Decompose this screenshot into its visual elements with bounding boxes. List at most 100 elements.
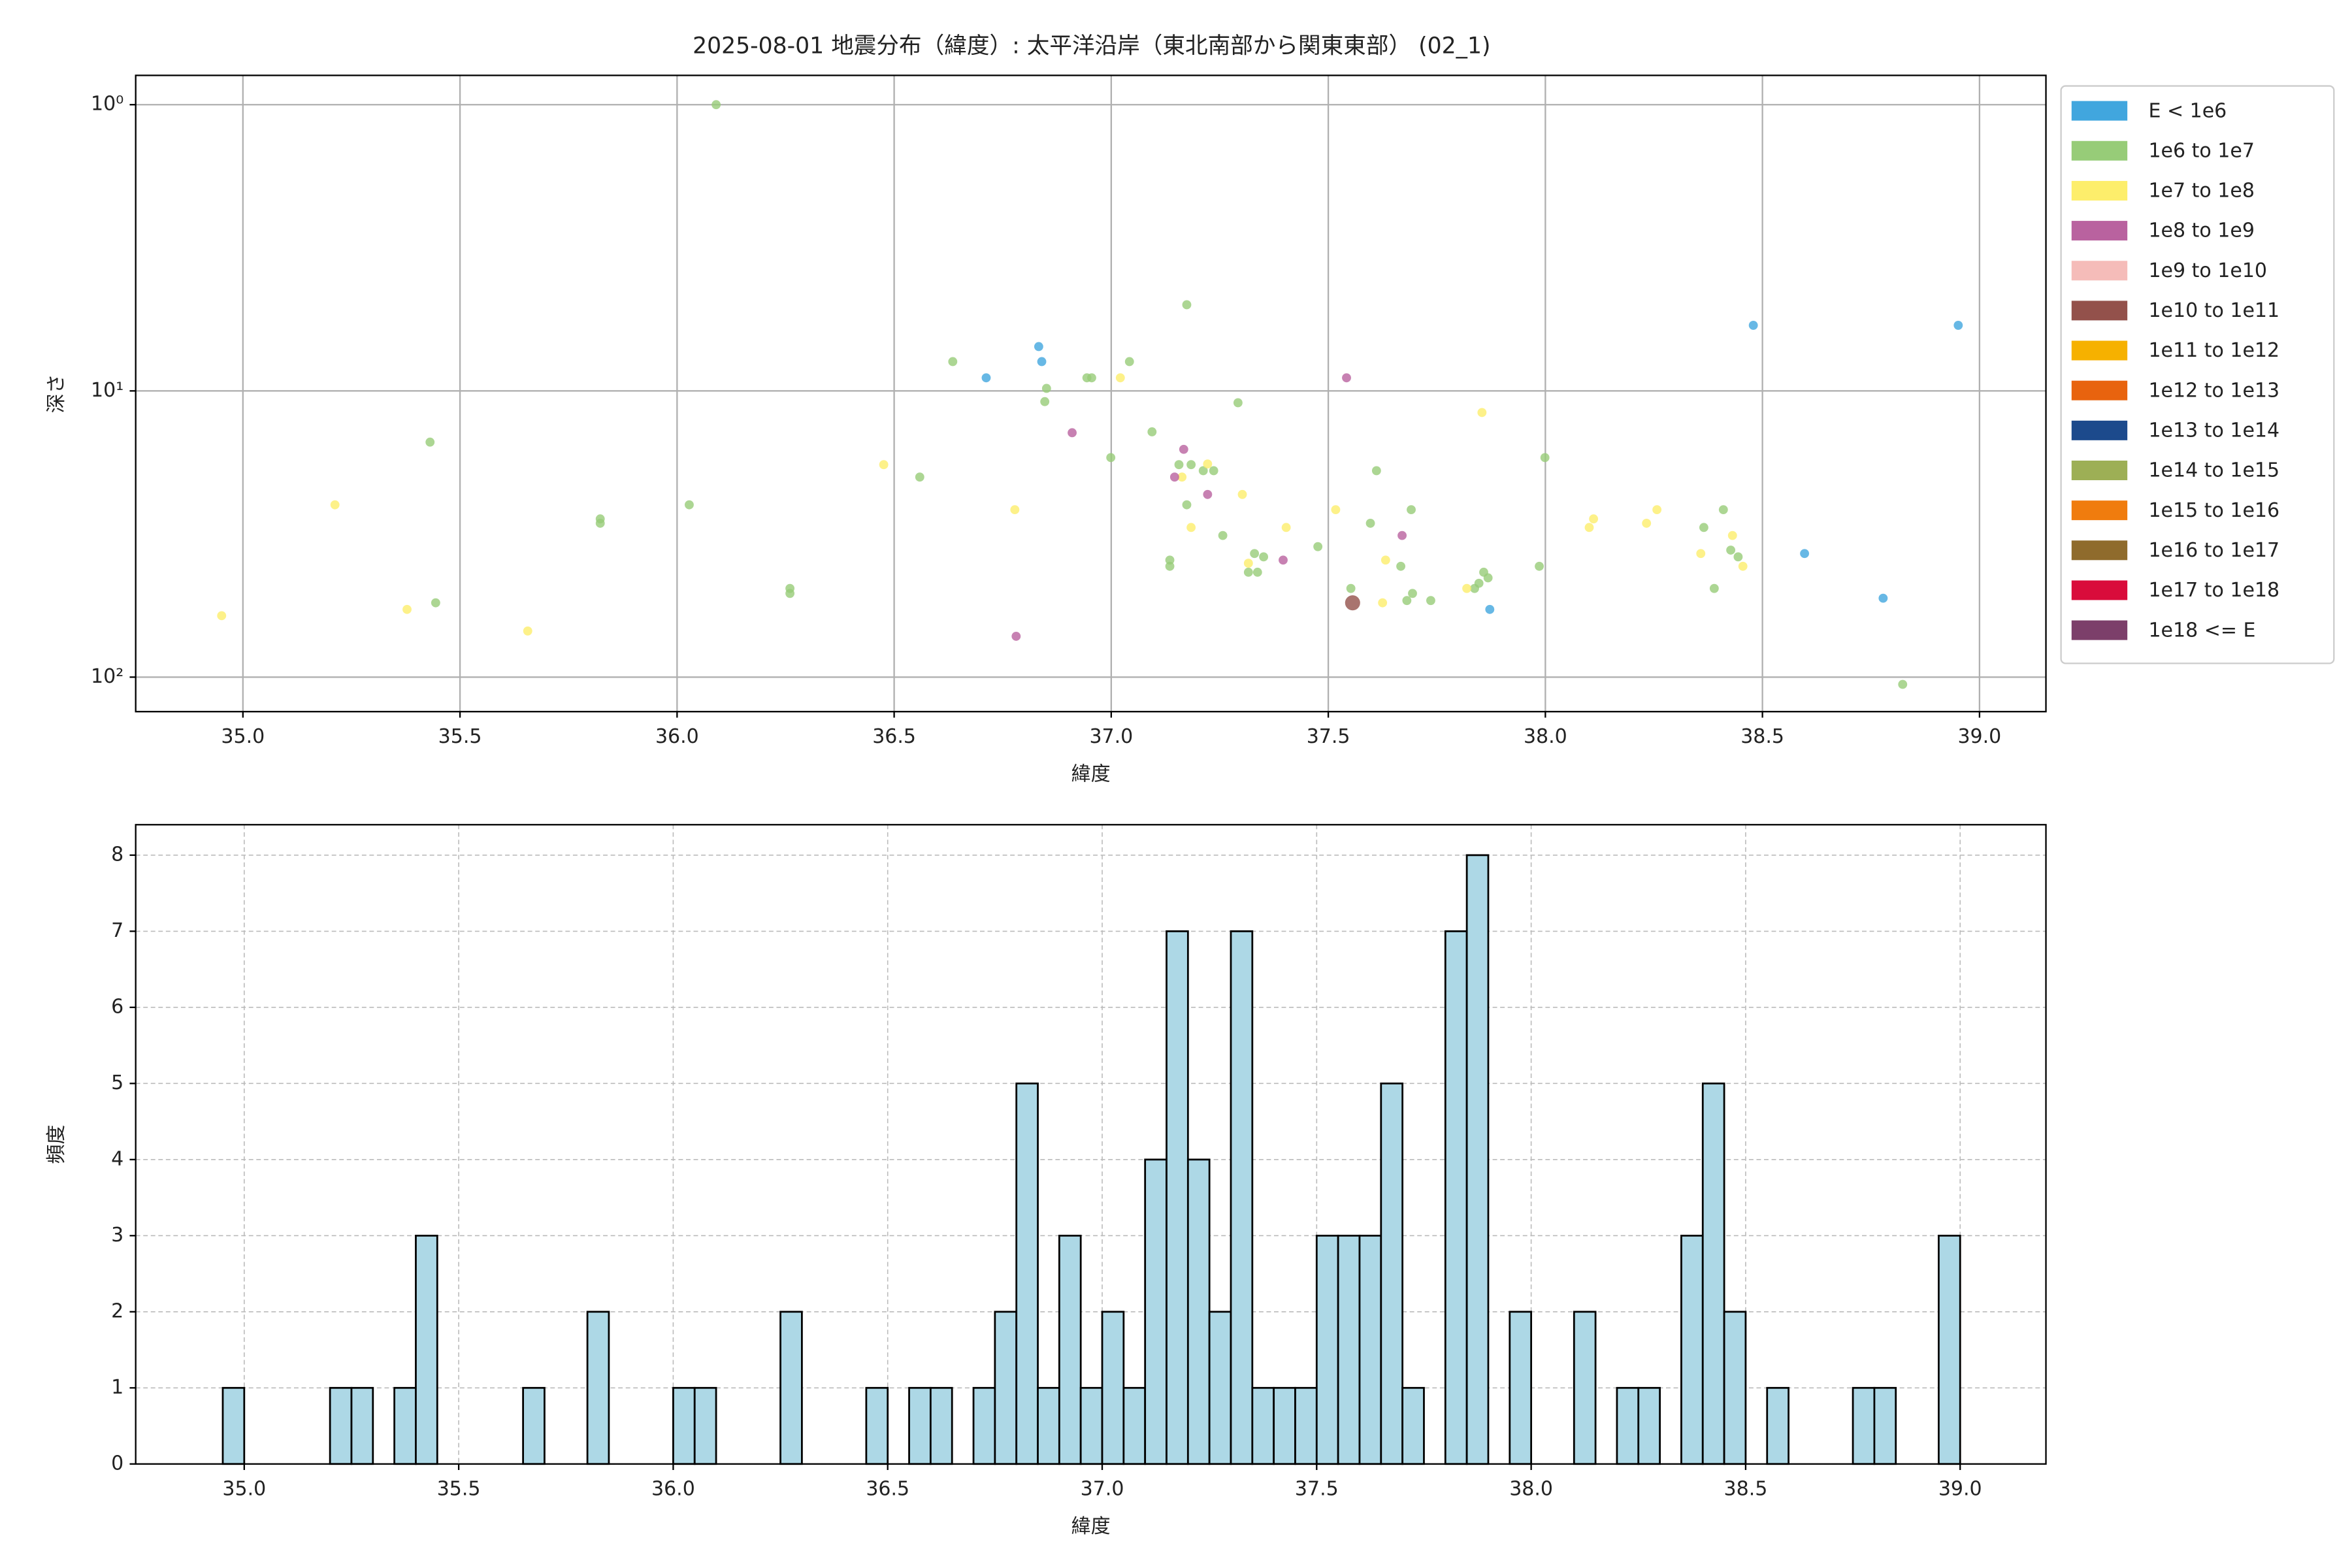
legend-label: 1e16 to 1e17 [2148, 539, 2279, 562]
bar [1873, 1386, 1897, 1465]
data-point [402, 604, 412, 614]
x-tick-label: 36.5 [872, 725, 916, 748]
y-axis-label: 深さ [45, 374, 68, 413]
bar [1337, 1234, 1361, 1465]
data-point [1279, 555, 1288, 565]
data-point [1252, 567, 1262, 577]
legend-swatch [2071, 180, 2128, 201]
bar [1208, 1311, 1232, 1465]
bar [1315, 1234, 1339, 1465]
data-point [1485, 604, 1495, 614]
x-tick-label: 37.0 [1081, 1478, 1124, 1501]
legend-label: 1e11 to 1e12 [2148, 339, 2279, 362]
data-point [595, 518, 605, 528]
data-point [1470, 583, 1479, 593]
data-point [1589, 514, 1599, 524]
data-point [948, 357, 958, 367]
x-tick-label: 38.5 [1740, 725, 1784, 748]
data-point [1037, 357, 1047, 367]
legend-swatch [2071, 140, 2128, 161]
data-point [431, 598, 440, 608]
data-point [1426, 596, 1435, 606]
data-point [1652, 505, 1662, 515]
x-tick-label: 39.0 [1957, 725, 2001, 748]
legend-label: 1e6 to 1e7 [2148, 139, 2254, 162]
data-point [711, 100, 721, 110]
data-point [1087, 373, 1096, 383]
x-axis-label: 緯度 [1071, 1515, 1111, 1538]
data-point [1174, 460, 1184, 470]
x-tick-label: 38.5 [1724, 1478, 1768, 1501]
bar [929, 1386, 953, 1465]
data-point [1748, 321, 1758, 330]
bar [329, 1386, 353, 1465]
legend-swatch [2071, 620, 2128, 640]
y-tick-label: 4 [111, 1147, 123, 1170]
legend-swatch [2071, 101, 2128, 121]
bar [693, 1386, 717, 1465]
data-point [1483, 573, 1493, 583]
chart-title: 2025-08-01 地震分布（緯度）: 太平洋沿岸（東北南部から関東東部） (… [693, 33, 1490, 59]
data-point [1218, 531, 1228, 540]
axes-frame [135, 74, 2047, 713]
data-point [1209, 466, 1218, 476]
data-point [1182, 500, 1192, 510]
legend-label: E < 1e6 [2148, 99, 2227, 122]
data-point [1727, 531, 1737, 540]
data-point [1477, 408, 1487, 417]
y-tick-label: 10⁰ [91, 93, 123, 116]
axes-frame [135, 824, 2047, 1465]
bar [1444, 930, 1468, 1465]
y-tick-label: 0 [111, 1452, 123, 1475]
legend-swatch [2071, 461, 2128, 480]
legend-label: 1e12 to 1e13 [2148, 379, 2279, 402]
bar [1294, 1386, 1318, 1465]
bar [1230, 930, 1254, 1465]
y-axis-label: 頻度 [45, 1125, 68, 1164]
bar [393, 1386, 417, 1465]
data-point [1397, 531, 1407, 540]
legend-label: 1e8 to 1e9 [2148, 220, 2254, 242]
y-tick-label: 7 [111, 919, 123, 942]
data-point [1147, 427, 1157, 436]
data-point [1233, 398, 1243, 408]
x-tick-label: 35.5 [438, 725, 482, 748]
data-point [1378, 598, 1388, 608]
bar [1380, 1082, 1404, 1465]
bar [1144, 1158, 1168, 1465]
data-point [1726, 546, 1736, 555]
data-point [1800, 549, 1809, 559]
data-point [1696, 549, 1706, 559]
x-tick-label: 35.0 [222, 1478, 266, 1501]
data-point [1177, 472, 1187, 482]
data-point [1738, 561, 1748, 571]
data-point [1165, 561, 1175, 571]
bar [779, 1311, 803, 1465]
x-tick-label: 35.0 [221, 725, 265, 748]
data-point [1186, 523, 1196, 532]
data-point [879, 460, 889, 470]
data-point [1878, 593, 1888, 603]
bar [1251, 1386, 1275, 1465]
data-point [1313, 542, 1323, 551]
bar [1122, 1386, 1147, 1465]
y-tick-label: 6 [111, 995, 123, 1018]
bar [1101, 1311, 1125, 1465]
data-point [1259, 552, 1269, 562]
legend-swatch [2071, 301, 2128, 321]
legend-swatch [2071, 221, 2128, 241]
legend-label: 1e15 to 1e16 [2148, 499, 2279, 522]
data-point [1179, 444, 1188, 454]
x-tick-label: 35.5 [437, 1478, 481, 1501]
bar [1186, 1158, 1211, 1465]
data-point [1034, 342, 1043, 351]
data-point [1462, 583, 1472, 593]
data-point [1041, 384, 1051, 393]
x-tick-label: 38.0 [1509, 1478, 1553, 1501]
data-point [1709, 583, 1719, 593]
bar [1616, 1386, 1640, 1465]
x-tick-label: 37.5 [1295, 1478, 1339, 1501]
data-point [1365, 518, 1375, 528]
data-point [1408, 589, 1417, 598]
